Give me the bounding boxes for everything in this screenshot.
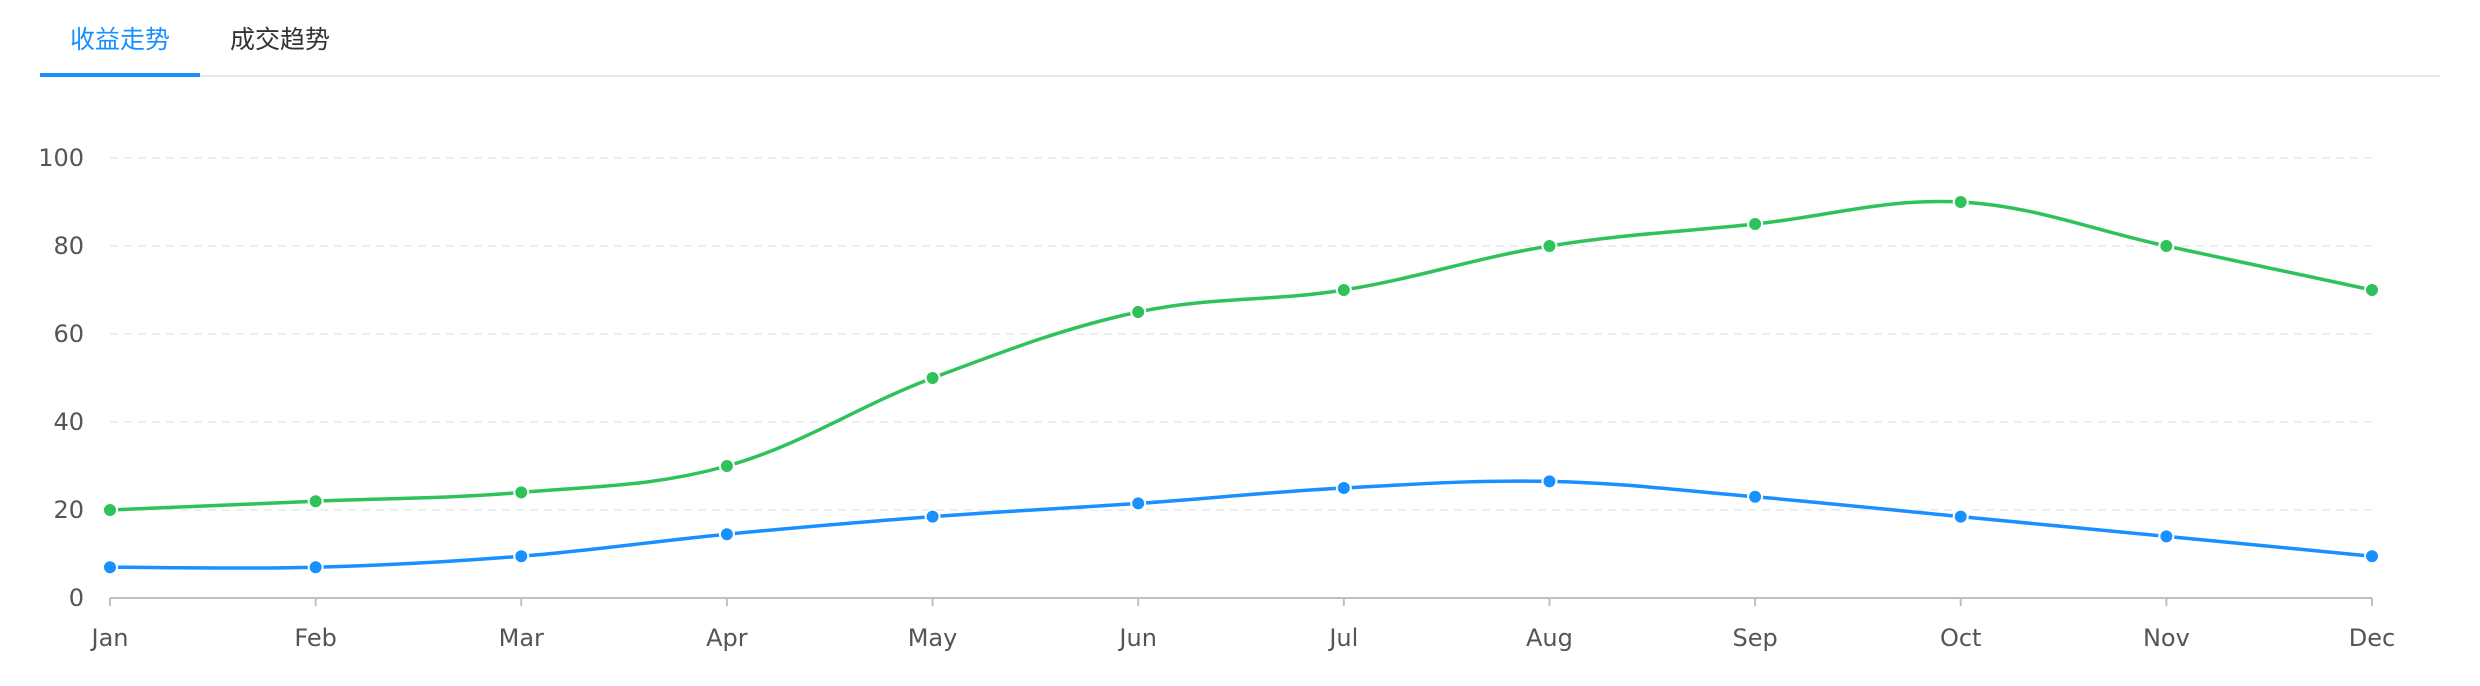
data-point[interactable] bbox=[924, 370, 941, 386]
x-tick-label: Jan bbox=[90, 624, 129, 652]
x-tick-label: Mar bbox=[499, 624, 544, 652]
data-point[interactable] bbox=[1541, 238, 1558, 254]
series-1 bbox=[102, 473, 2380, 576]
series-0 bbox=[102, 194, 2380, 518]
series-layer bbox=[102, 194, 2380, 576]
x-tick-label: Apr bbox=[706, 624, 748, 652]
data-point[interactable] bbox=[513, 484, 530, 501]
data-point[interactable] bbox=[1747, 216, 1764, 232]
data-point[interactable] bbox=[2158, 238, 2175, 254]
y-tick-label: 100 bbox=[38, 144, 84, 172]
x-tick-label: Nov bbox=[2143, 624, 2190, 652]
data-point[interactable] bbox=[2158, 528, 2175, 545]
tab-bar: 收益走势 成交趋势 bbox=[40, 0, 2440, 77]
data-point[interactable] bbox=[307, 559, 324, 576]
data-point[interactable] bbox=[718, 526, 735, 543]
x-tick-label: Dec bbox=[2349, 624, 2395, 652]
x-tick-label: Jun bbox=[1117, 624, 1157, 652]
data-point[interactable] bbox=[102, 502, 118, 518]
data-point[interactable] bbox=[1130, 304, 1147, 320]
y-tick-label: 60 bbox=[53, 320, 84, 348]
data-point[interactable] bbox=[1541, 473, 1558, 490]
data-point[interactable] bbox=[513, 548, 530, 565]
y-axis-labels: 0 20 40 60 80 100 bbox=[38, 144, 84, 612]
x-tick-label: May bbox=[908, 624, 958, 652]
data-point[interactable] bbox=[924, 508, 941, 525]
data-point[interactable] bbox=[2364, 548, 2380, 565]
y-tick-label: 80 bbox=[53, 232, 84, 260]
y-tick-label: 40 bbox=[53, 408, 84, 436]
x-tick-label: Jul bbox=[1327, 624, 1358, 652]
data-point[interactable] bbox=[1952, 194, 1969, 210]
x-tick-label: Oct bbox=[1940, 624, 1982, 652]
y-tick-label: 20 bbox=[53, 496, 84, 524]
tab-earnings-trend-label: 收益走势 bbox=[69, 24, 170, 54]
data-point[interactable] bbox=[1952, 508, 1969, 525]
data-point[interactable] bbox=[1335, 480, 1352, 496]
active-tab-indicator bbox=[40, 73, 200, 77]
data-point[interactable] bbox=[1335, 282, 1352, 298]
data-point[interactable] bbox=[2364, 282, 2380, 298]
x-tick-label: Feb bbox=[294, 624, 337, 652]
data-point[interactable] bbox=[1747, 488, 1764, 505]
data-point[interactable] bbox=[102, 559, 118, 576]
data-point[interactable] bbox=[307, 493, 324, 510]
data-point[interactable] bbox=[1130, 495, 1147, 512]
series-line bbox=[108, 479, 2374, 570]
x-axis-labels: Jan Feb Mar Apr May Jun Jul Aug Sep Oct Nov Dec bbox=[90, 624, 2396, 652]
tab-transaction-trend[interactable]: 成交趋势 bbox=[200, 0, 360, 75]
x-tick-label: Aug bbox=[1526, 624, 1573, 652]
x-tick-label: Sep bbox=[1732, 624, 1777, 652]
tab-earnings-trend[interactable]: 收益走势 bbox=[40, 0, 200, 75]
data-point[interactable] bbox=[718, 458, 735, 474]
y-tick-label: 0 bbox=[69, 584, 84, 612]
tab-transaction-trend-label: 成交趋势 bbox=[229, 24, 330, 54]
x-axis bbox=[109, 597, 2373, 606]
series-line bbox=[108, 199, 2374, 512]
